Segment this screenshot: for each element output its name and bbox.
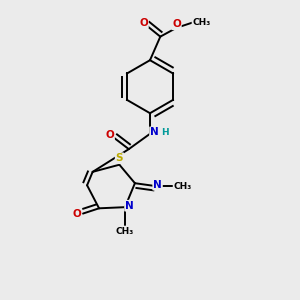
Text: CH₃: CH₃ — [192, 18, 211, 27]
Text: O: O — [172, 19, 181, 29]
Text: N: N — [150, 127, 159, 137]
Text: CH₃: CH₃ — [116, 227, 134, 236]
Text: N: N — [153, 180, 162, 190]
Text: O: O — [105, 130, 114, 140]
Text: S: S — [116, 153, 123, 163]
Text: O: O — [73, 208, 81, 219]
Text: N: N — [125, 201, 134, 211]
Text: O: O — [139, 18, 148, 28]
Text: CH₃: CH₃ — [173, 182, 192, 190]
Text: H: H — [161, 128, 169, 137]
